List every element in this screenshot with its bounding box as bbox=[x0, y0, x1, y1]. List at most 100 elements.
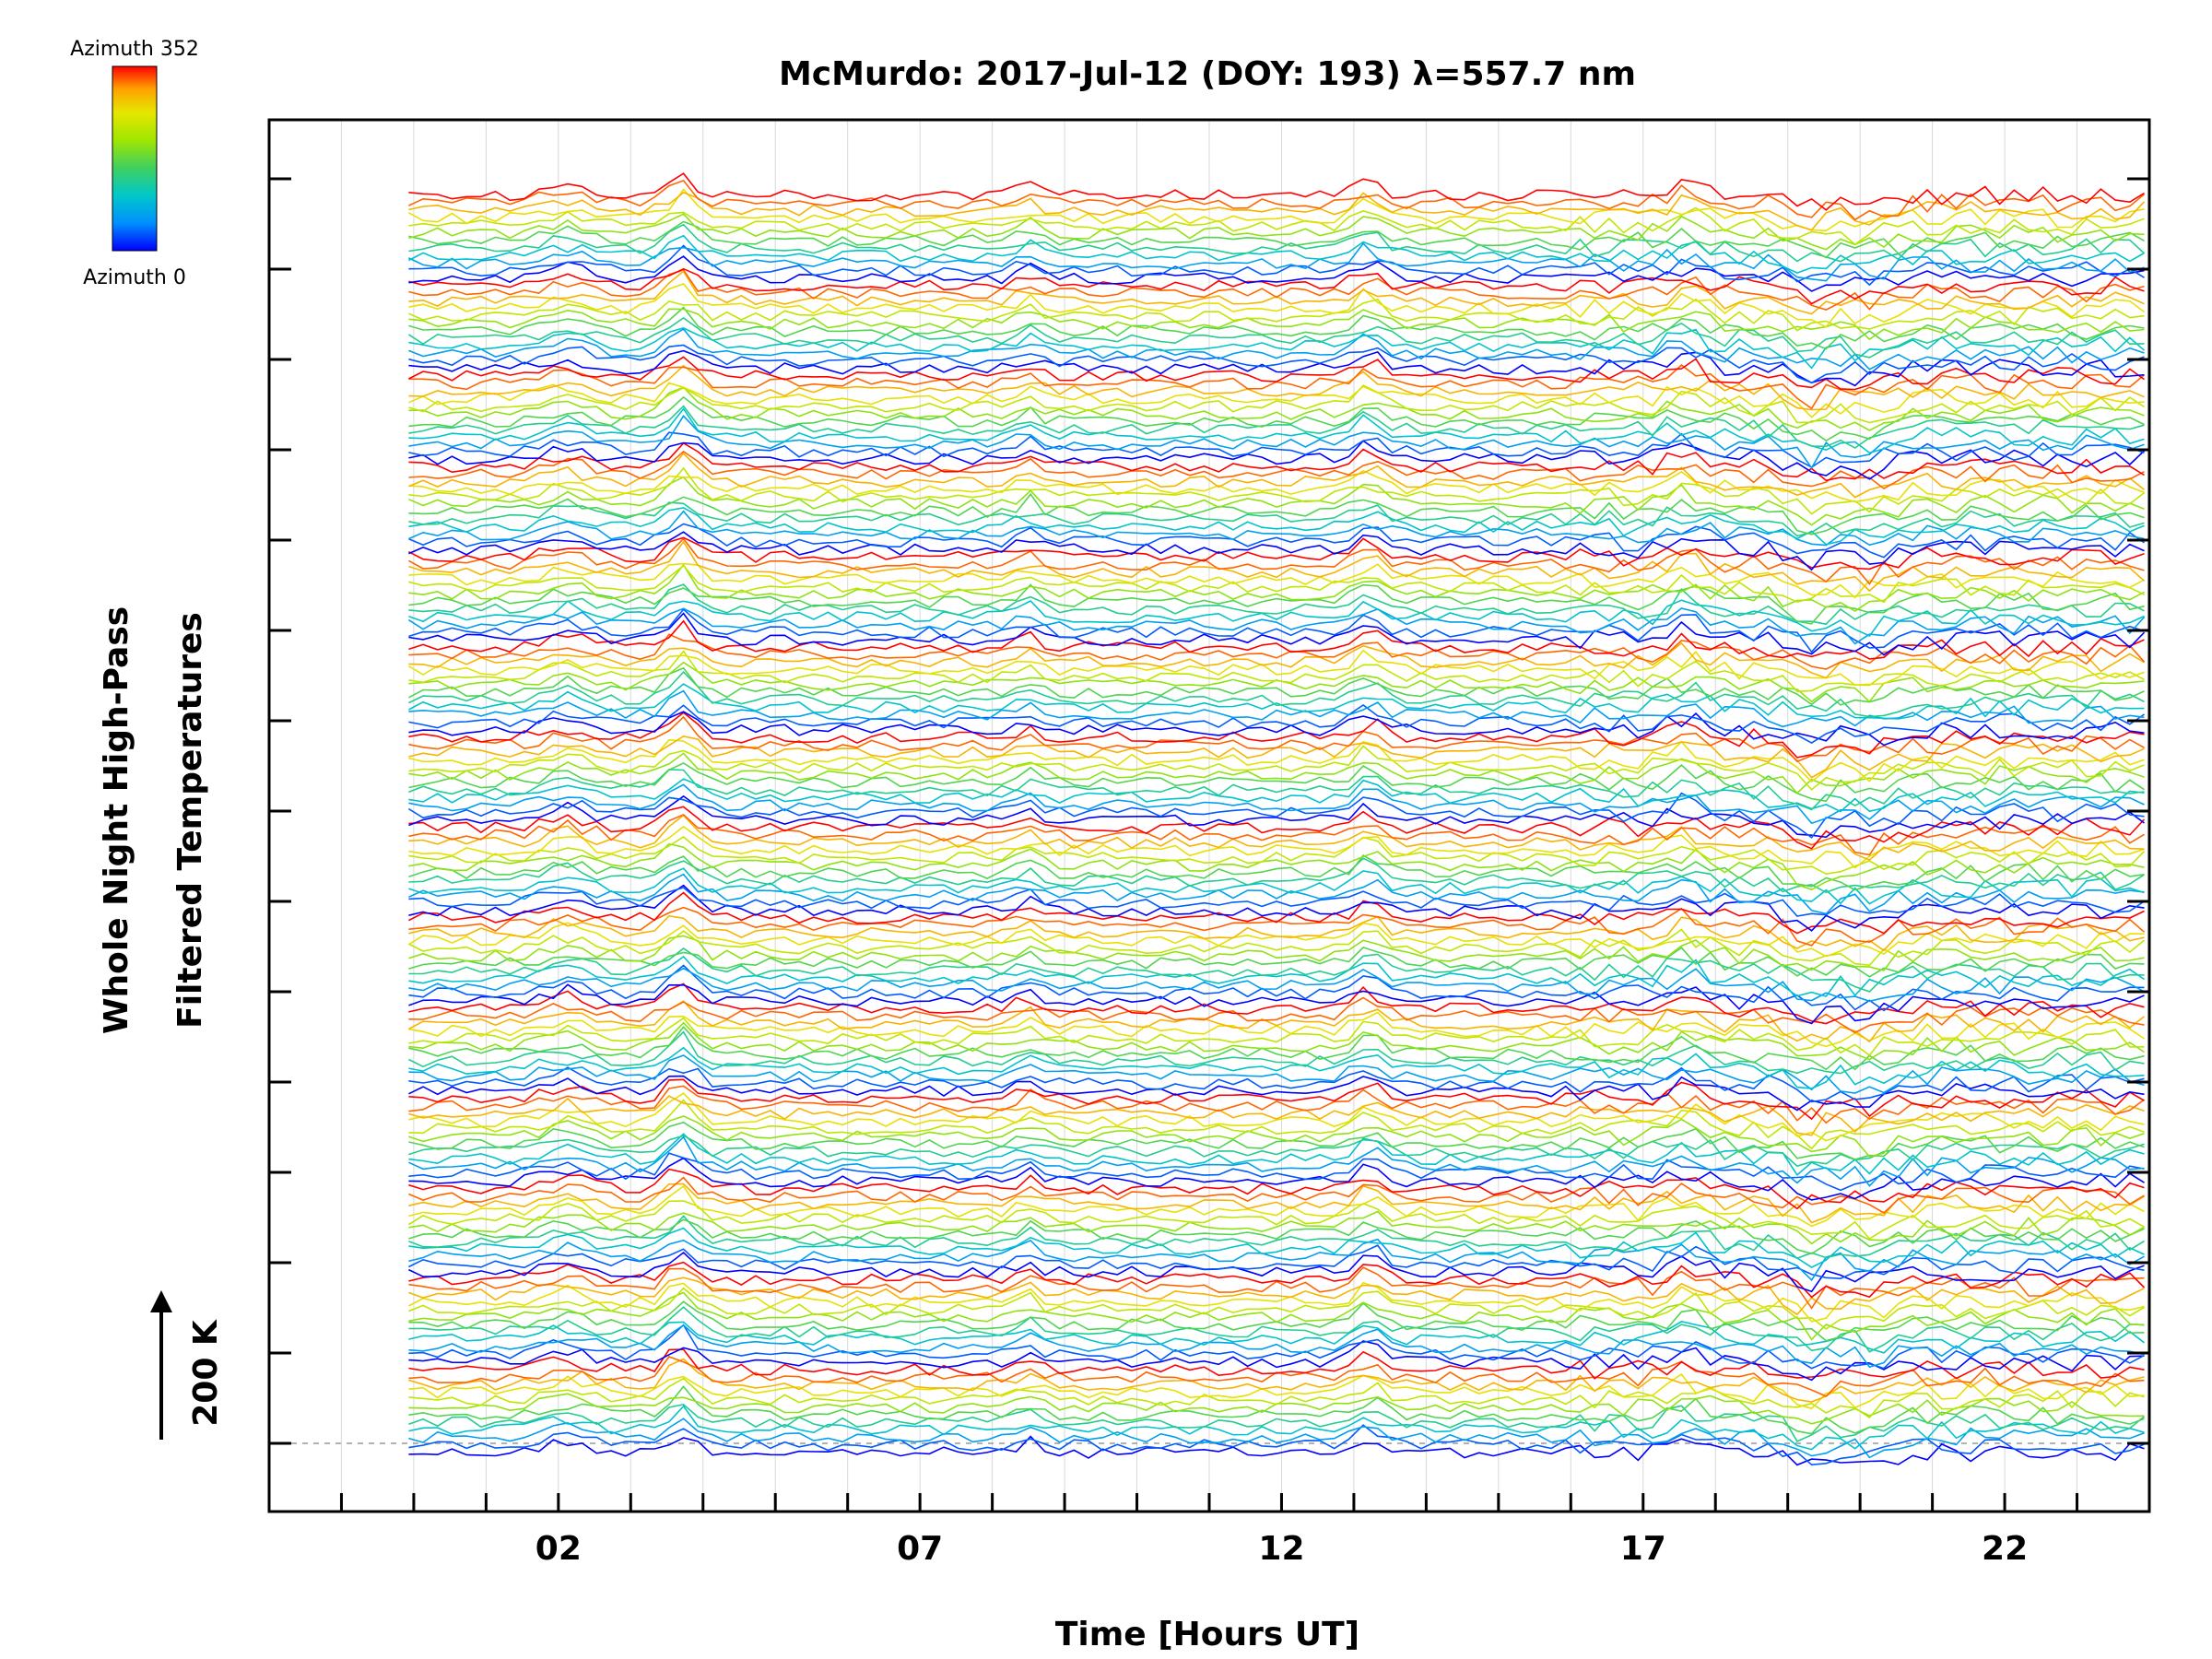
series-line bbox=[408, 344, 2145, 384]
series-line bbox=[408, 476, 2145, 526]
series-line bbox=[408, 583, 2145, 626]
series-line bbox=[408, 1385, 2145, 1435]
series-line bbox=[408, 407, 2145, 454]
series-line bbox=[408, 1021, 2145, 1061]
colorbar-gradient bbox=[112, 65, 158, 252]
series-line bbox=[408, 1291, 2145, 1341]
series-line bbox=[408, 1215, 2145, 1260]
series-line bbox=[407, 607, 2146, 645]
series-line bbox=[408, 234, 2145, 274]
series-line bbox=[408, 599, 2145, 638]
series-line bbox=[408, 935, 2145, 971]
series-line bbox=[408, 395, 2145, 442]
series-line bbox=[408, 891, 2145, 935]
series-line bbox=[408, 704, 2145, 745]
series-line bbox=[408, 501, 2145, 537]
series-line bbox=[408, 364, 2145, 411]
series-line bbox=[408, 873, 2145, 915]
series-line bbox=[408, 306, 2145, 350]
series-line bbox=[408, 356, 2145, 391]
series-line bbox=[408, 188, 2145, 232]
series-line bbox=[408, 842, 2145, 891]
series-line bbox=[408, 452, 2146, 499]
series-line bbox=[408, 887, 2145, 917]
series-line bbox=[408, 583, 2145, 625]
series-lines bbox=[407, 172, 2146, 1466]
series-line bbox=[408, 327, 2146, 370]
series-line bbox=[408, 384, 2145, 424]
series-line bbox=[408, 269, 2145, 311]
series-line bbox=[408, 983, 2145, 1025]
series-line bbox=[407, 649, 2145, 687]
series-line bbox=[408, 836, 2146, 876]
series-line bbox=[408, 1218, 2145, 1255]
series-line bbox=[408, 267, 2145, 305]
series-line bbox=[408, 1121, 2145, 1160]
series-line bbox=[408, 964, 2145, 1012]
series-line bbox=[408, 1244, 2145, 1280]
series-line bbox=[408, 349, 2145, 387]
series-line bbox=[408, 1115, 2145, 1158]
series-line bbox=[408, 1054, 2145, 1094]
series-line bbox=[408, 946, 2145, 978]
series-line bbox=[408, 206, 2145, 246]
series-line bbox=[408, 563, 2145, 613]
series-line bbox=[408, 540, 2146, 593]
series-line bbox=[408, 711, 2145, 747]
series-line bbox=[407, 317, 2145, 359]
series-line bbox=[408, 1168, 2145, 1210]
series-line bbox=[408, 762, 2145, 803]
series-line bbox=[408, 179, 2146, 221]
series-line bbox=[408, 1085, 2145, 1124]
series-line bbox=[408, 1251, 2145, 1293]
series-line bbox=[408, 1157, 2145, 1201]
series-line bbox=[408, 1281, 2145, 1323]
series-line bbox=[408, 510, 2145, 547]
series-line bbox=[408, 745, 2145, 791]
series-line bbox=[408, 813, 2145, 856]
series-line bbox=[408, 431, 2145, 468]
series-line bbox=[407, 1200, 2145, 1241]
series-line bbox=[408, 1287, 2145, 1330]
colorbar: Azimuth 352 Azimuth 0 bbox=[70, 38, 199, 289]
series-line bbox=[408, 537, 2145, 585]
series-line bbox=[408, 382, 2145, 418]
series-line bbox=[408, 1078, 2145, 1121]
scale-indicator: 200 K bbox=[150, 1290, 225, 1440]
series-line bbox=[408, 492, 2145, 535]
series-line bbox=[408, 450, 2145, 490]
series-line bbox=[408, 1261, 2146, 1299]
series-line bbox=[408, 854, 2145, 891]
x-tick-label: 07 bbox=[897, 1530, 943, 1568]
series-line bbox=[408, 441, 2145, 482]
series-line bbox=[408, 1099, 2145, 1150]
series-line bbox=[408, 1404, 2146, 1442]
series-line bbox=[408, 1321, 2145, 1354]
series-line bbox=[408, 220, 2145, 259]
series-line bbox=[408, 1066, 2145, 1103]
x-tick-label: 12 bbox=[1258, 1530, 1304, 1568]
plot-area: 02 07 12 17 22 bbox=[267, 118, 2151, 1568]
series-line bbox=[408, 1092, 2145, 1142]
series-line bbox=[408, 778, 2145, 813]
series-line bbox=[408, 1277, 2145, 1316]
series-line bbox=[408, 955, 2145, 998]
series-line bbox=[408, 1210, 2145, 1245]
series-line bbox=[408, 1227, 2145, 1269]
series-line bbox=[408, 666, 2145, 706]
series-line bbox=[408, 947, 2145, 993]
series-line bbox=[408, 928, 2146, 967]
series-line bbox=[408, 1017, 2145, 1057]
series-line bbox=[408, 641, 2145, 679]
series-line bbox=[408, 469, 2145, 503]
series-line bbox=[408, 814, 2145, 862]
series-line bbox=[408, 1358, 2145, 1403]
series-line bbox=[408, 1372, 2145, 1410]
series-line bbox=[408, 607, 2145, 653]
series-line bbox=[408, 1025, 2145, 1071]
series-line bbox=[408, 1046, 2145, 1089]
series-line bbox=[408, 298, 2145, 332]
y-axis-ticks bbox=[269, 177, 2149, 1445]
series-line bbox=[408, 531, 2145, 571]
series-line bbox=[408, 244, 2145, 287]
